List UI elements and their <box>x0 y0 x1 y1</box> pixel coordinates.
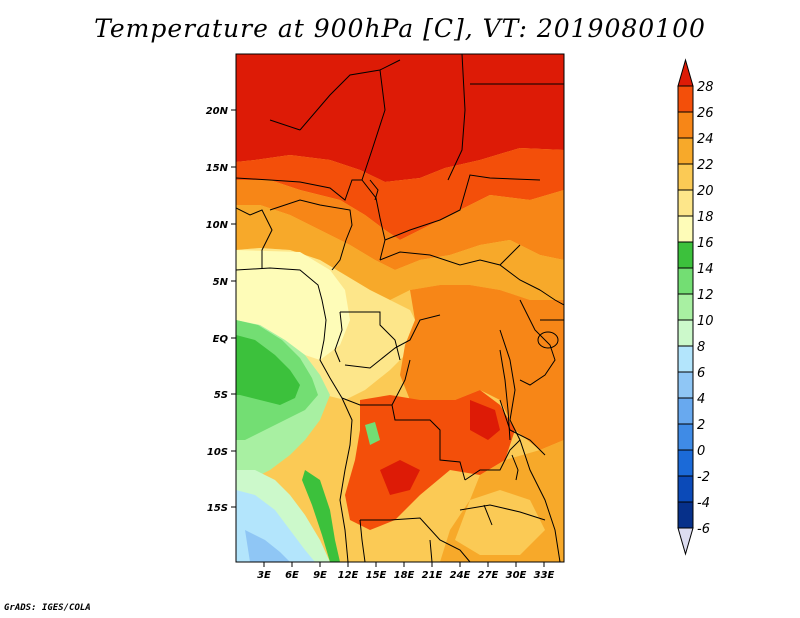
colorbar-swatch <box>677 501 694 529</box>
colorbar-label: 28 <box>697 80 714 95</box>
lon-tick-label: 15E <box>366 570 387 581</box>
colorbar-label: 14 <box>697 262 714 277</box>
colorbar-swatch <box>677 449 694 477</box>
lat-tick-label: EQ <box>213 334 229 345</box>
map-frame <box>235 53 565 563</box>
lat-tick-label: 20N <box>206 106 229 117</box>
colorbar-label: 10 <box>697 314 714 329</box>
colorbar-swatch <box>677 319 694 347</box>
lat-tick-labels: 20N 15N 10N 5N EQ 5S 10S 15S <box>206 106 229 514</box>
colorbar-label: 2 <box>697 418 705 433</box>
colorbar-label: 8 <box>697 340 705 355</box>
lon-tick-marks <box>263 562 545 567</box>
lon-tick-labels: 3E 6E 9E 12E 15E 18E 21E 24E 27E 30E 33E <box>257 570 554 581</box>
colorbar-label: -6 <box>697 522 710 537</box>
colorbar-label: 0 <box>697 444 705 459</box>
colorbar-swatch <box>677 475 694 503</box>
colorbar-label: 16 <box>697 236 714 251</box>
country-borders <box>236 54 564 562</box>
colorbar-label: 22 <box>697 158 714 173</box>
colorbar-top-arrow <box>677 58 694 87</box>
colorbar-label: -2 <box>697 470 710 485</box>
colorbar-swatch <box>677 267 694 295</box>
colorbar-label: 24 <box>697 132 714 147</box>
colorbar-swatch <box>677 111 694 139</box>
colorbar-label: 26 <box>697 106 714 121</box>
lon-tick-label: 3E <box>257 570 271 581</box>
colorbar-swatch <box>677 371 694 399</box>
lon-tick-label: 33E <box>534 570 555 581</box>
lat-tick-label: 15N <box>206 163 229 174</box>
lon-tick-label: 21E <box>422 570 443 581</box>
lat-tick-label: 10N <box>206 220 229 231</box>
colorbar-swatch <box>677 137 694 165</box>
lat-tick-label: 5N <box>213 277 229 288</box>
colorbar-label: 4 <box>697 392 705 407</box>
colorbar-swatch <box>677 293 694 321</box>
coastline <box>236 267 353 562</box>
lon-tick-label: 9E <box>313 570 327 581</box>
sahara-region <box>236 54 564 182</box>
sahel-region <box>236 148 564 240</box>
lon-tick-label: 27E <box>478 570 499 581</box>
lon-tick-label: 30E <box>506 570 527 581</box>
lon-tick-label: 12E <box>338 570 359 581</box>
grads-credit: GrADS: IGES/COLA <box>4 603 91 613</box>
lat-tick-label: 15S <box>207 503 228 514</box>
colorbar-swatch <box>677 423 694 451</box>
colorbar-label: -4 <box>697 496 710 511</box>
colorbar-label: 6 <box>697 366 705 381</box>
colorbar-swatch <box>677 163 694 191</box>
colorbar-swatch <box>677 189 694 217</box>
colorbar-label: 20 <box>697 184 714 199</box>
colorbar-swatch <box>677 397 694 425</box>
temperature-field <box>236 54 564 562</box>
colorbar-swatch <box>677 241 694 269</box>
lat-tick-marks <box>231 109 236 508</box>
colorbar-swatch <box>677 85 694 113</box>
colorbar-swatch <box>677 215 694 243</box>
colorbar-label: 12 <box>697 288 714 303</box>
lon-tick-label: 6E <box>285 570 299 581</box>
colorbar-swatch <box>677 345 694 373</box>
page-title: Temperature at 900hPa [C], VT: 201908010… <box>94 14 706 43</box>
lon-tick-label: 18E <box>394 570 415 581</box>
colorbar-label: 18 <box>697 210 714 225</box>
lon-tick-label: 24E <box>450 570 471 581</box>
colorbar-bottom-arrow <box>677 527 694 556</box>
lat-tick-label: 10S <box>207 447 228 458</box>
lakes <box>369 179 559 481</box>
lat-tick-label: 5S <box>214 390 228 401</box>
